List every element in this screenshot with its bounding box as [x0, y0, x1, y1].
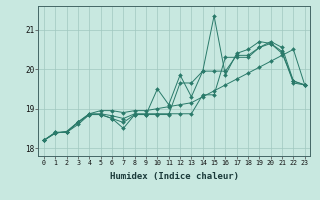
- X-axis label: Humidex (Indice chaleur): Humidex (Indice chaleur): [110, 172, 239, 181]
